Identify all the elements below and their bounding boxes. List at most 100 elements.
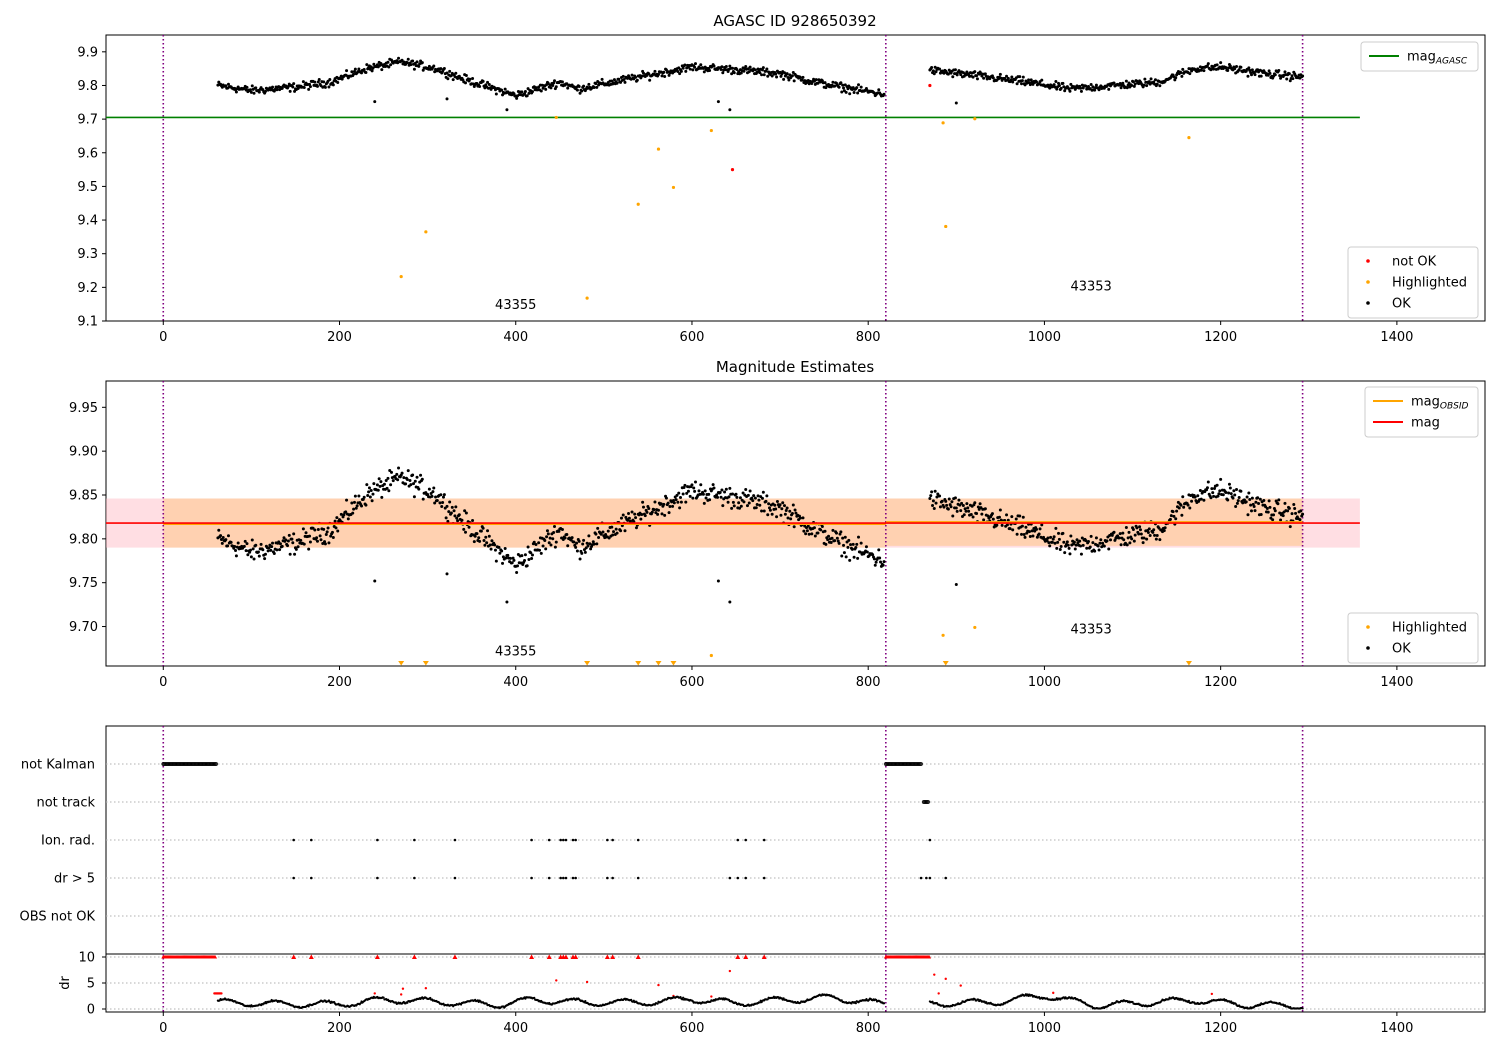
ok-point (409, 63, 413, 67)
ok-point (291, 85, 295, 89)
ok-point (1057, 84, 1061, 88)
ok-point (642, 505, 646, 509)
ok-point (789, 517, 793, 521)
ok-point (1236, 499, 1240, 503)
ok-point (719, 495, 723, 499)
legend-label: magAGASC (1407, 50, 1468, 67)
ok-point (681, 492, 685, 496)
ok-point (1021, 75, 1025, 79)
ok-point (445, 504, 449, 508)
ok-point (739, 504, 743, 508)
ok-point (259, 542, 263, 546)
ok-point (263, 557, 267, 561)
flag-marker (744, 876, 748, 880)
ok-point (678, 506, 682, 510)
ok-point (267, 546, 271, 550)
ok-point (1291, 77, 1295, 81)
ok-point (597, 536, 601, 540)
ok-point (234, 554, 238, 558)
highlighted-point (554, 115, 558, 120)
ok-point (278, 548, 282, 552)
ok-point (792, 525, 796, 529)
ok-point (1130, 537, 1134, 541)
ok-point (369, 488, 373, 492)
ok-point (302, 542, 306, 546)
ok-point (1221, 493, 1225, 497)
ok-point (1199, 68, 1203, 72)
ok-point (960, 501, 964, 505)
dr-point (854, 1002, 857, 1005)
ok-point (1250, 496, 1254, 500)
ok-point (775, 515, 779, 519)
ok-point (574, 545, 578, 549)
ok-point (1177, 506, 1181, 510)
ok-point (449, 511, 453, 515)
ok-point (1046, 536, 1050, 540)
ok-point (1259, 74, 1263, 78)
legend-frame (1347, 246, 1479, 319)
highlighted-below-range-marker (1185, 661, 1192, 666)
flag-marker (292, 838, 295, 842)
flag-marker (736, 876, 740, 880)
dr-point (359, 1002, 362, 1005)
ok-point (676, 500, 680, 504)
ok-point (731, 500, 735, 504)
ok-point (812, 526, 816, 530)
ok-point (881, 563, 885, 567)
ok-point (360, 504, 364, 508)
x-tick-label: 400 (503, 330, 528, 345)
ok-point (1028, 535, 1032, 539)
ok-point (760, 496, 764, 500)
ok-point (1169, 514, 1173, 518)
ok-point (656, 73, 660, 77)
ok-point (1301, 74, 1305, 78)
ok-point (1102, 544, 1106, 548)
ok-point (551, 537, 555, 541)
ok-point (742, 500, 746, 504)
ok-point (500, 549, 504, 553)
panel-3-frame (105, 725, 1486, 1013)
ok-point (840, 90, 844, 94)
ok-point (380, 68, 384, 72)
ok-point (780, 72, 784, 76)
ok-point (1143, 77, 1147, 81)
x-tick-label: 1200 (1204, 1021, 1237, 1036)
ok-point (1268, 71, 1272, 75)
ok-point (723, 490, 727, 494)
ok-point (1212, 494, 1216, 498)
ok-point (494, 559, 498, 563)
ok-point (619, 529, 623, 533)
ok-point (544, 547, 548, 551)
highlighted-point (941, 633, 945, 637)
ok-point (1137, 532, 1141, 536)
dr-clipped-marker (452, 954, 458, 959)
ok-point (652, 508, 656, 512)
ok-point (1062, 540, 1066, 544)
ok-point (346, 517, 350, 521)
ok-point (1294, 511, 1298, 515)
ok-point (454, 505, 458, 509)
ok-point (708, 498, 712, 502)
ok-point (720, 65, 724, 69)
ok-point (1080, 536, 1084, 540)
ok-point (570, 536, 574, 540)
legend-label: mag (1411, 416, 1440, 431)
ok-point (633, 512, 637, 516)
ok-point (229, 540, 233, 544)
ok-point (254, 543, 258, 547)
ok-point (833, 539, 837, 543)
ok-point (1153, 78, 1157, 82)
ok-point (1224, 66, 1228, 70)
ok-point (788, 509, 792, 513)
ok-point (946, 507, 950, 511)
ok-point (246, 553, 250, 557)
ok-point (464, 74, 468, 78)
ok-point (296, 545, 300, 549)
ok-point (1279, 518, 1283, 522)
ok-point (1014, 517, 1018, 521)
x-tick-label: 800 (856, 675, 881, 690)
ok-point (373, 100, 377, 104)
ok-point (234, 548, 238, 552)
ok-point (307, 87, 311, 91)
ok-point (446, 77, 450, 81)
